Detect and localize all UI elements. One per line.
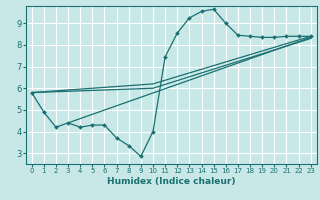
X-axis label: Humidex (Indice chaleur): Humidex (Indice chaleur) [107,177,236,186]
